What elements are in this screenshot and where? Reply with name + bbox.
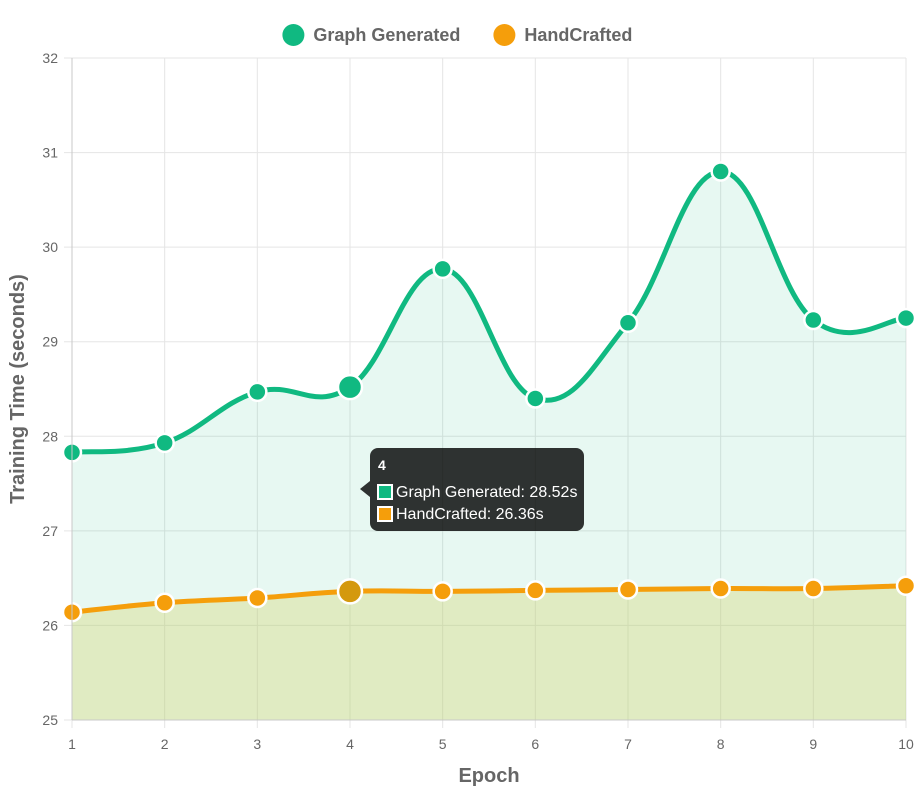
y-tick-label: 29 <box>42 334 58 350</box>
tooltip-caret <box>360 481 370 497</box>
data-point[interactable] <box>247 381 268 403</box>
x-tick-label: 2 <box>161 736 169 752</box>
area-fill-series-2 <box>72 585 906 720</box>
data-point[interactable] <box>154 432 175 454</box>
legend-label[interactable]: HandCrafted <box>524 25 632 45</box>
x-tick-label: 6 <box>531 736 539 752</box>
tooltip-swatch <box>379 486 391 498</box>
y-tick-label: 32 <box>42 50 58 66</box>
data-point[interactable] <box>432 581 453 602</box>
data-point[interactable] <box>803 309 824 331</box>
x-tick-label: 1 <box>68 736 76 752</box>
y-axis-title: Training Time (seconds) <box>7 274 29 504</box>
data-point[interactable] <box>336 578 364 605</box>
legend-label[interactable]: Graph Generated <box>313 25 460 45</box>
legend-swatch[interactable] <box>493 24 516 46</box>
data-point[interactable] <box>710 578 731 599</box>
x-tick-label: 9 <box>809 736 817 752</box>
y-tick-label: 25 <box>42 712 58 728</box>
x-axis-title: Epoch <box>458 765 519 787</box>
tooltip-line: Graph Generated: 28.52s <box>396 484 577 501</box>
tooltip: 4 Graph Generated: 28.52s HandCrafted: 26.… <box>360 448 584 531</box>
data-point[interactable] <box>336 373 364 401</box>
y-tick-label: 28 <box>42 428 58 444</box>
data-point[interactable] <box>525 580 546 601</box>
x-tick-label: 4 <box>346 736 354 752</box>
data-point[interactable] <box>432 258 453 280</box>
tooltip-swatch <box>379 508 391 520</box>
data-point[interactable] <box>617 312 639 334</box>
y-tick-label: 30 <box>42 239 58 255</box>
x-tick-label: 3 <box>253 736 261 752</box>
area-fills <box>72 171 906 720</box>
y-tick-label: 31 <box>42 145 58 161</box>
data-point[interactable] <box>895 575 917 596</box>
data-point[interactable] <box>710 161 731 182</box>
data-point[interactable] <box>525 388 546 409</box>
series-lines <box>69 168 909 615</box>
data-point[interactable] <box>803 578 824 599</box>
tooltip-box <box>370 448 584 531</box>
x-tick-label: 7 <box>624 736 632 752</box>
legend-swatch[interactable] <box>282 24 305 46</box>
area-fill-series-1 <box>72 171 906 720</box>
x-tick-label: 5 <box>439 736 447 752</box>
data-point[interactable] <box>617 579 639 600</box>
data-points <box>61 161 917 623</box>
x-tick-label: 8 <box>717 736 725 752</box>
data-point[interactable] <box>895 307 917 329</box>
y-tick-label: 27 <box>42 523 58 539</box>
data-point[interactable] <box>154 592 175 613</box>
line-series-1 <box>69 168 909 455</box>
line-series-2 <box>69 583 909 615</box>
data-point[interactable] <box>247 587 268 609</box>
tooltip-line: HandCrafted: 26.36s <box>396 506 544 523</box>
legend: Graph Generated HandCrafted <box>282 24 632 46</box>
axes: 25 26 27 28 29 30 31 32 1 2 3 4 5 6 7 8 9 10 Epoch Training… <box>7 50 914 787</box>
tooltip-title: 4 <box>378 457 386 473</box>
y-tick-label: 26 <box>42 617 58 633</box>
x-tick-label: 10 <box>898 736 914 752</box>
